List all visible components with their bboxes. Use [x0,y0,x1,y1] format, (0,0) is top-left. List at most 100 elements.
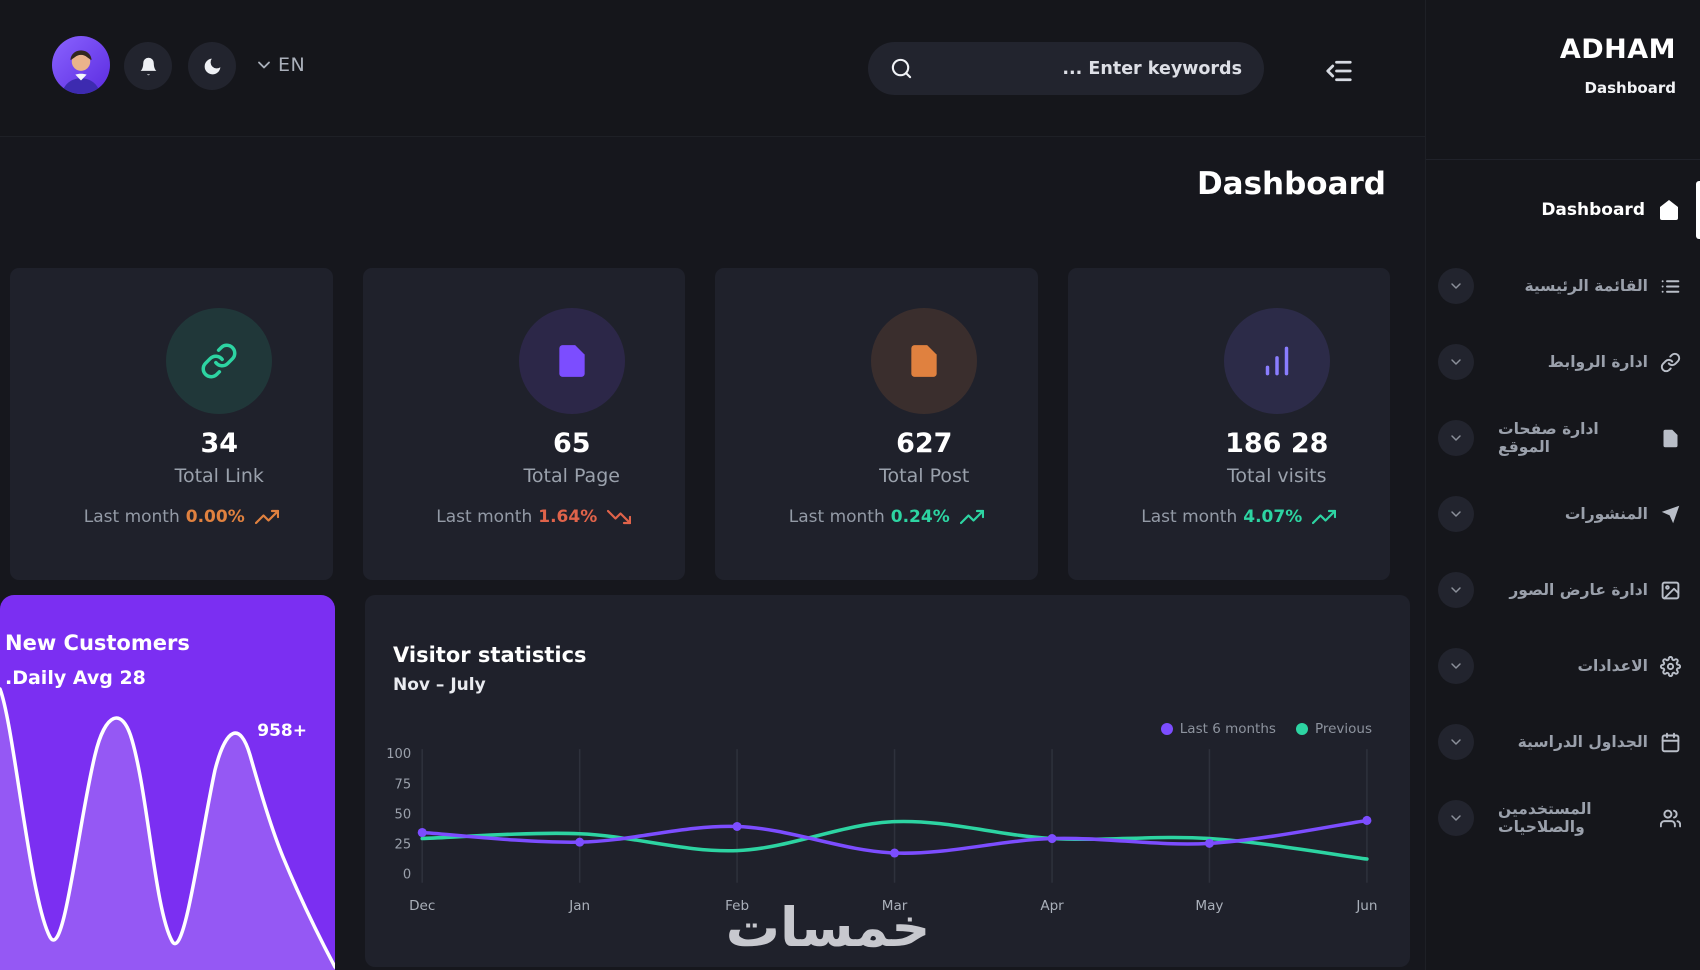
stat-label: Total Link [174,465,264,487]
active-indicator [1696,181,1700,239]
expand-chevron-button[interactable] [1438,420,1474,456]
expand-chevron-button[interactable] [1438,724,1474,760]
search-bar [868,42,1264,95]
stat-label: Total Page [523,465,620,487]
new-customers-total: 958+ [257,721,307,741]
calendar-icon [1660,732,1681,753]
link-icon [1660,352,1681,373]
legend-previous[interactable]: Previous [1295,721,1372,737]
chevron-down-icon [1448,810,1464,826]
language-selector[interactable]: EN [254,54,305,76]
svg-text:50: 50 [395,807,412,822]
svg-text:Jan: Jan [568,898,590,914]
legend-dot [1160,723,1173,735]
svg-text:Mar: Mar [882,898,908,914]
svg-text:Feb: Feb [725,898,749,914]
expand-chevron-button[interactable] [1438,268,1474,304]
trend-icon [959,505,984,529]
sidebar-item-label: ادارة عارض الصور [1509,581,1648,599]
stat-value: 186 28 [1225,428,1329,459]
sidebar-item-label: Dashboard [1541,200,1645,220]
legend-label: Previous [1314,721,1372,737]
search-input[interactable] [925,58,1242,79]
sidebar-item-posts[interactable]: المنشورات [1426,476,1700,552]
expand-chevron-button[interactable] [1438,572,1474,608]
list-icon [1660,276,1681,297]
expand-chevron-button[interactable] [1438,648,1474,684]
link-icon [166,308,273,414]
stat-card-total-post: 627 Total Post Last month 0.24% [715,268,1038,580]
stat-percent: 0.24% [890,507,950,527]
home-icon [1657,198,1681,222]
stats-row: 34 Total Link Last month 0.00% 65 Total … [10,268,1390,580]
visitor-statistics-title: Visitor statistics [393,643,587,667]
chart-legend: Last 6 months Previous [1160,721,1372,737]
sidebar-item-label: ادارة الروابط [1547,353,1648,371]
sidebar-item-dashboard[interactable]: Dashboard [1426,172,1700,248]
svg-text:May: May [1195,898,1223,914]
brand-subtitle: Dashboard [1584,79,1676,97]
svg-text:Dec: Dec [409,898,435,914]
file-icon [871,308,978,414]
trend-icon [1312,505,1337,529]
stat-period: Last month [436,507,533,527]
stat-card-total-page: 65 Total Page Last month 1.64% [362,268,685,580]
language-label: EN [278,54,306,76]
visitor-statistics-card: Visitor statistics Nov – July Last 6 mon… [365,595,1410,967]
page-title: Dashboard [1196,166,1386,202]
stat-percent: 0.00% [185,507,245,527]
avatar-illustration [61,50,101,94]
new-customers-card: New Customers .Daily Avg 28 958+ [0,595,335,970]
expand-chevron-button[interactable] [1438,800,1474,836]
chevron-down-icon [1448,506,1464,522]
svg-text:100: 100 [386,747,411,762]
sidebar-item-settings[interactable]: الاعدادات [1426,628,1700,704]
stat-value: 34 [200,428,239,459]
chevron-down-icon [1448,278,1464,294]
sidebar-item-image-gallery[interactable]: ادارة عارض الصور [1426,552,1700,628]
chevron-down-icon [1448,582,1464,598]
sidebar-item-links-management[interactable]: ادارة الروابط [1426,324,1700,400]
sidebar-item-main-menu[interactable]: القائمة الرئيسية [1426,248,1700,324]
customers-wave-chart [0,687,335,970]
sidebar-item-site-pages[interactable]: ادارة صفحات الموقع [1426,400,1700,476]
stat-value: 65 [552,428,591,459]
visitor-statistics-subtitle: Nov – July [393,675,486,695]
gear-icon [1660,655,1681,677]
svg-text:75: 75 [395,777,412,792]
svg-text:0: 0 [403,868,411,883]
image-icon [1660,580,1681,601]
stat-card-total-visits: 186 28 Total visits Last month 4.07% [1067,268,1390,580]
legend-label: Last 6 months [1179,721,1276,737]
trend-icon [607,505,632,529]
stat-value: 627 [896,428,953,459]
stat-label: Total visits [1227,465,1327,487]
collapse-icon [1324,56,1354,86]
chevron-down-icon [1448,430,1464,446]
expand-chevron-button[interactable] [1438,344,1474,380]
file-icon [518,308,625,414]
watermark: خمسات [725,896,931,959]
legend-last-6-months[interactable]: Last 6 months [1160,721,1276,737]
bar-chart-icon [1223,308,1330,414]
theme-toggle-button[interactable] [188,42,236,90]
stat-label: Total Post [879,465,970,487]
sidebar-header: ADHAM Dashboard [1426,0,1700,160]
expand-chevron-button[interactable] [1438,496,1474,532]
chevron-down-icon [1448,658,1464,674]
visitor-line-chart: 0 25 50 75 100 Dec Jan Feb Mar Apr May Jun [386,747,1377,914]
sidebar-menu: Dashboard القائمة الرئيسية ادارة الروابط [1426,172,1700,856]
new-customers-subtitle: .Daily Avg 28 [5,667,146,689]
users-icon [1660,808,1681,829]
new-customers-title: New Customers [5,631,190,655]
file-icon [1660,428,1681,449]
sidebar-collapse-button[interactable] [1322,56,1356,88]
trend-icon [254,505,279,529]
avatar[interactable] [52,36,110,94]
sidebar-item-label: الاعدادات [1577,657,1648,675]
sidebar-item-users-permissions[interactable]: المستخدمين والصلاحيات [1426,780,1700,856]
sidebar-item-schedules[interactable]: الجداول الدراسية [1426,704,1700,780]
stat-percent: 4.07% [1243,507,1303,527]
notifications-button[interactable] [124,42,172,90]
stat-period: Last month [788,507,885,527]
